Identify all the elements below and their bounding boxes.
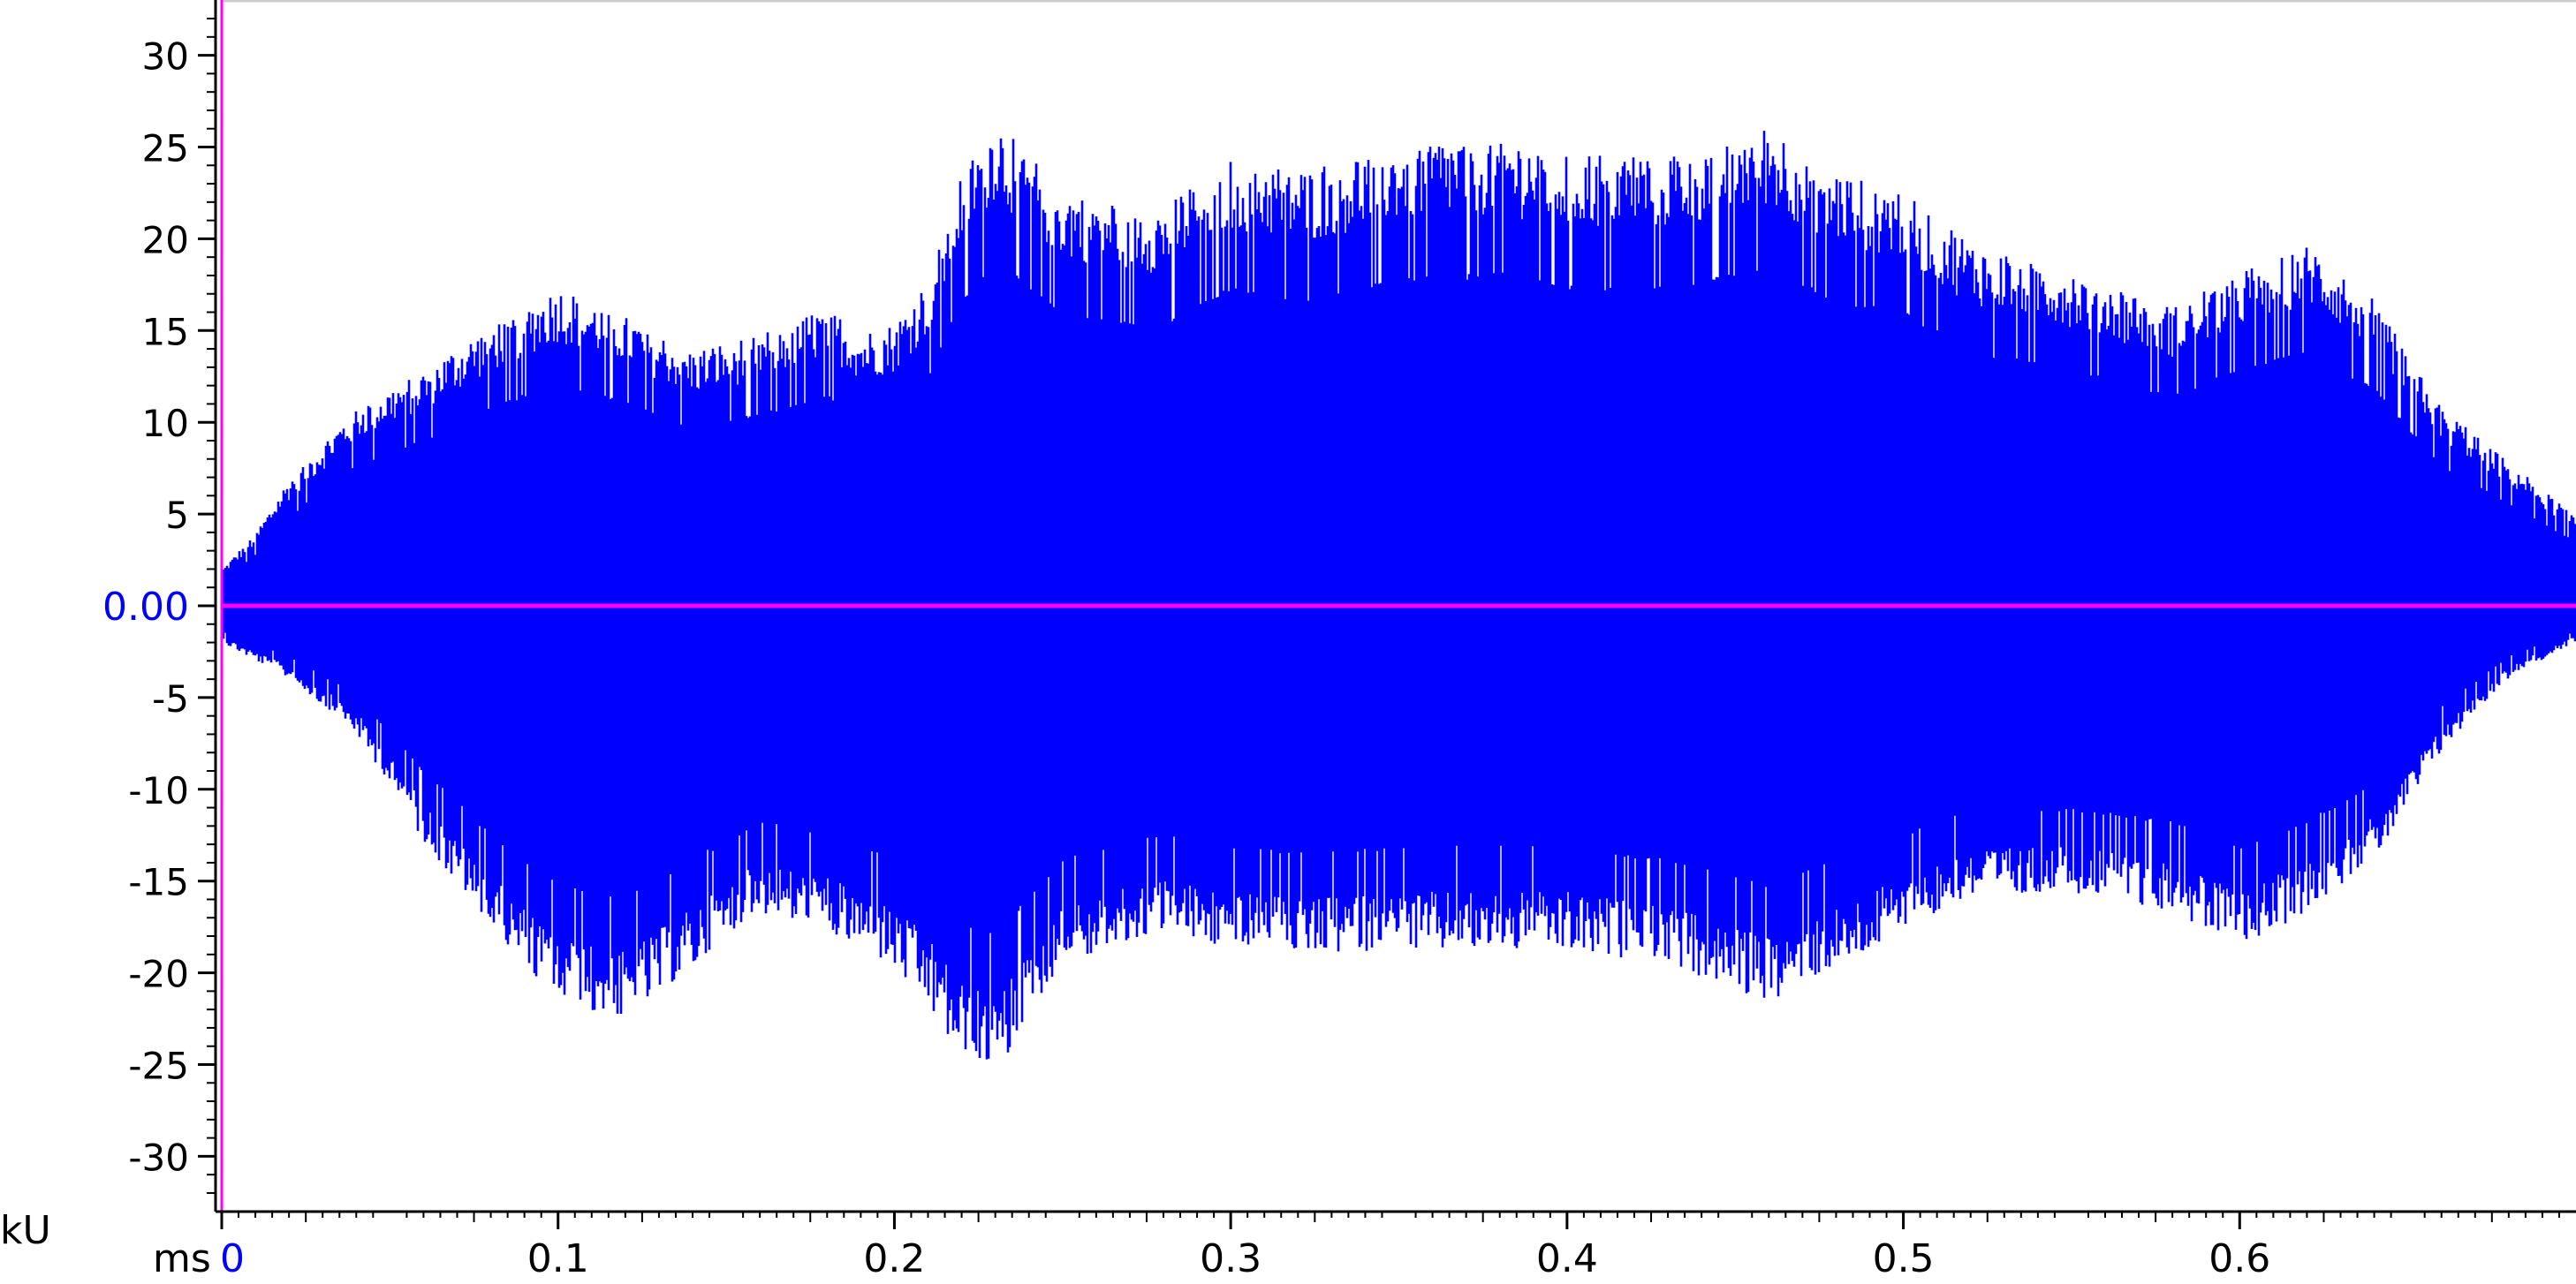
y-tick-label: 20 bbox=[142, 218, 189, 261]
y-tick-label: 30 bbox=[142, 35, 189, 79]
y-tick-label: -20 bbox=[128, 953, 189, 996]
x-tick-label: 0.5 bbox=[1873, 1236, 1935, 1281]
y-tick-label: -15 bbox=[128, 861, 189, 904]
y-axis-unit-label: kU bbox=[0, 1208, 51, 1253]
y-tick-label: -25 bbox=[128, 1045, 189, 1088]
x-tick-label: 0.3 bbox=[1200, 1236, 1261, 1281]
y-zero-label: 0.00 bbox=[102, 585, 189, 630]
x-axis-unit-label: ms bbox=[153, 1236, 211, 1281]
y-tick-label: 5 bbox=[165, 494, 189, 537]
y-tick-label: 15 bbox=[142, 310, 189, 353]
x-tick-label: 0.2 bbox=[863, 1236, 925, 1281]
x-axis-ticks: 0 0.1 0.2 0.3 0.4 0.5 0.6 bbox=[220, 1212, 2560, 1281]
y-axis-ticks: 30 25 20 15 10 5 0.00 -5 -10 -15 -20 -25 -30 bbox=[102, 18, 216, 1194]
x-tick-label: 0.1 bbox=[527, 1236, 589, 1281]
x-zero-label: 0 bbox=[220, 1236, 245, 1281]
y-tick-label: 25 bbox=[142, 127, 189, 170]
x-tick-label: 0.4 bbox=[1536, 1236, 1598, 1281]
x-tick-label: 0.6 bbox=[2209, 1236, 2270, 1281]
y-tick-label: -10 bbox=[128, 769, 189, 812]
y-tick-label: -5 bbox=[152, 677, 189, 721]
y-tick-label: -30 bbox=[128, 1136, 189, 1179]
y-tick-label: 10 bbox=[142, 402, 189, 445]
